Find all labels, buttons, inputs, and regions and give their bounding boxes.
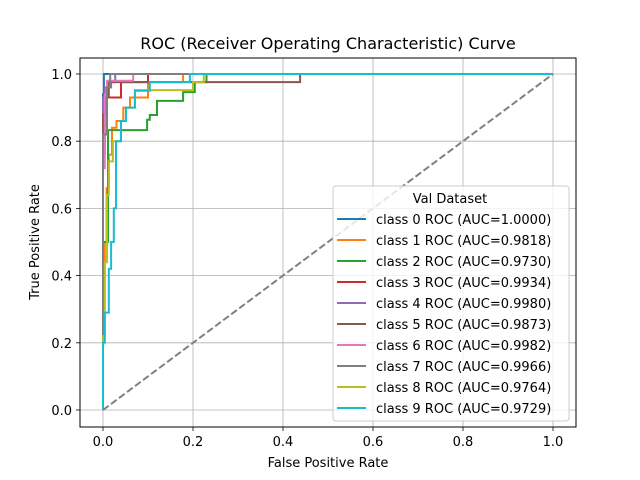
y-tick-label: 0.2 — [51, 337, 72, 352]
curves — [102, 73, 554, 411]
legend-title: Val Dataset — [413, 192, 488, 207]
x-tick-label: 1.0 — [543, 435, 564, 450]
legend-label-class-4: class 4 ROC (AUC=0.9980) — [376, 297, 551, 312]
legend-label-class-8: class 8 ROC (AUC=0.9764) — [376, 381, 551, 396]
legend-label-class-7: class 7 ROC (AUC=0.9966) — [376, 360, 551, 375]
roc-curve-class-7 — [102, 73, 553, 410]
legend: Val Dataset class 0 ROC (AUC=1.0000)clas… — [332, 185, 570, 422]
y-tick-label: 0.4 — [51, 270, 72, 285]
y-tick-label: 0.8 — [51, 135, 72, 150]
legend-items: class 0 ROC (AUC=1.0000) class 1 ROC (AUC… — [337, 213, 551, 417]
x-ticks: 0.0 0.2 0.4 0.6 0.8 1.0 — [93, 427, 564, 450]
legend-label-class-5: class 5 ROC (AUC=0.9873) — [376, 318, 551, 333]
x-tick-label: 0.0 — [93, 435, 114, 450]
y-axis-label: True Positive Rate — [28, 184, 43, 301]
x-tick-label: 0.8 — [453, 435, 474, 450]
legend-box — [332, 185, 570, 422]
legend-label-class-1: class 1 ROC (AUC=0.9818) — [376, 234, 551, 249]
legend-label-class-9: class 9 ROC (AUC=0.9729) — [376, 402, 551, 417]
legend-label-class-2: class 2 ROC (AUC=0.9730) — [376, 255, 551, 270]
y-tick-label: 0.0 — [51, 404, 72, 419]
legend-label-class-6: class 6 ROC (AUC=0.9982) — [376, 339, 551, 354]
plot-frame — [79, 57, 577, 428]
x-tick-label: 0.4 — [273, 435, 294, 450]
chart-title: ROC (Receiver Operating Characteristic) … — [140, 34, 515, 53]
legend-label-class-3: class 3 ROC (AUC=0.9934) — [376, 276, 551, 291]
y-ticks: 0.0 0.2 0.4 0.6 0.8 1.0 — [51, 68, 80, 419]
x-axis-label: False Positive Rate — [268, 456, 389, 471]
y-tick-label: 0.6 — [51, 202, 72, 217]
chance-diagonal — [102, 73, 554, 411]
legend-label-class-0: class 0 ROC (AUC=1.0000) — [376, 213, 551, 228]
y-tick-label: 1.0 — [51, 68, 72, 83]
x-tick-label: 0.6 — [363, 435, 384, 450]
roc-curve-class-9 — [102, 73, 553, 410]
x-tick-label: 0.2 — [183, 435, 204, 450]
